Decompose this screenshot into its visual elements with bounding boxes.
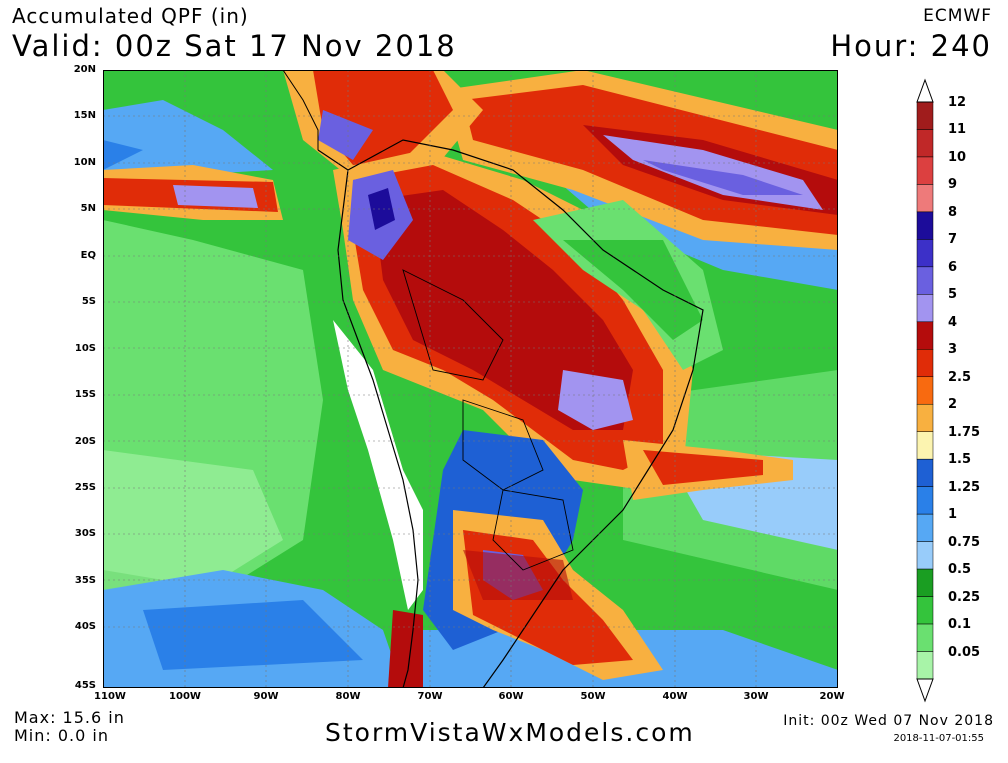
legend-swatch [916, 211, 934, 240]
legend-swatch [916, 184, 934, 213]
legend-level-label: 0.75 [948, 534, 981, 550]
legend-level-label: 0.25 [948, 589, 981, 605]
legend-level-label: 0.5 [948, 562, 972, 578]
lon-label: 60W [498, 691, 524, 702]
legend-level-label: 2.5 [948, 369, 972, 385]
legend-swatch [916, 239, 934, 268]
site-credit: StormVistaWxModels.com [325, 718, 695, 747]
legend-level-label: 1.25 [948, 479, 981, 495]
lon-label: 80W [335, 691, 361, 702]
map-title: Accumulated QPF (in) [12, 4, 249, 28]
legend-level-label: 11 [948, 122, 967, 138]
lat-label: 45S [74, 680, 96, 691]
legend-level-label: 0.1 [948, 617, 972, 633]
model-name: ECMWF [923, 6, 992, 26]
forecast-hour: Hour: 240 [830, 29, 992, 63]
lon-label: 90W [253, 691, 279, 702]
lat-label: EQ [80, 250, 96, 261]
legend-swatch [916, 541, 934, 570]
legend-level-label: 12 [948, 95, 967, 110]
init-time: Init: 00z Wed 07 Nov 2018 [783, 713, 994, 729]
legend-level-label: 1.75 [948, 424, 981, 440]
max-value: Max: 15.6 in [14, 708, 125, 727]
precipitation-map [103, 70, 838, 688]
legend-level-label: 9 [948, 177, 958, 193]
legend-swatch [916, 403, 934, 432]
legend-swatch [916, 486, 934, 515]
lat-label: 15S [74, 389, 96, 400]
lon-label: 50W [580, 691, 606, 702]
lat-label: 5N [80, 203, 96, 214]
run-timestamp: 2018-11-07-01:55 [893, 733, 984, 744]
lat-label: 35S [74, 575, 96, 586]
legend-swatch [916, 156, 934, 185]
legend-level-label: 1 [948, 507, 958, 523]
legend-swatch [916, 651, 934, 680]
legend-level-label: 4 [948, 314, 958, 330]
lon-label: 70W [417, 691, 443, 702]
legend-level-label: 6 [948, 259, 958, 275]
lat-label: 25S [74, 482, 96, 493]
legend-swatch [916, 431, 934, 460]
lat-label: 30S [74, 528, 96, 539]
min-value: Min: 0.0 in [14, 726, 109, 745]
legend-level-label: 3 [948, 342, 958, 358]
lat-label: 15N [73, 110, 96, 121]
legend-level-label: 2 [948, 397, 958, 413]
legend-level-label: 7 [948, 232, 958, 248]
lat-label: 10S [74, 343, 96, 354]
lon-label: 100W [169, 691, 201, 702]
legend-swatch [916, 321, 934, 350]
legend-level-label: 10 [948, 149, 967, 165]
legend-swatch [916, 101, 934, 130]
legend-swatch [916, 294, 934, 323]
legend-swatch [916, 458, 934, 487]
lon-label: 30W [743, 691, 769, 702]
lon-label: 40W [662, 691, 688, 702]
lat-label: 10N [73, 157, 96, 168]
legend-level-label: 5 [948, 287, 958, 303]
lat-label: 20S [74, 436, 96, 447]
lat-label: 5S [81, 296, 96, 307]
lat-label: 20N [73, 64, 96, 75]
color-legend [916, 78, 934, 703]
legend-swatch [916, 568, 934, 597]
legend-level-label: 0.05 [948, 644, 981, 660]
legend-level-label: 1.5 [948, 452, 972, 468]
lon-label: 110W [94, 691, 126, 702]
legend-swatch [916, 349, 934, 378]
legend-swatch [916, 129, 934, 158]
legend-swatch [916, 266, 934, 295]
legend-level-label: 8 [948, 204, 958, 220]
legend-swatch [916, 376, 934, 405]
lat-label: 40S [74, 621, 96, 632]
lon-label: 20W [819, 691, 845, 702]
legend-swatch [916, 596, 934, 625]
valid-time: Valid: 00z Sat 17 Nov 2018 [12, 29, 457, 63]
legend-swatch [916, 513, 934, 542]
legend-swatch [916, 623, 934, 652]
